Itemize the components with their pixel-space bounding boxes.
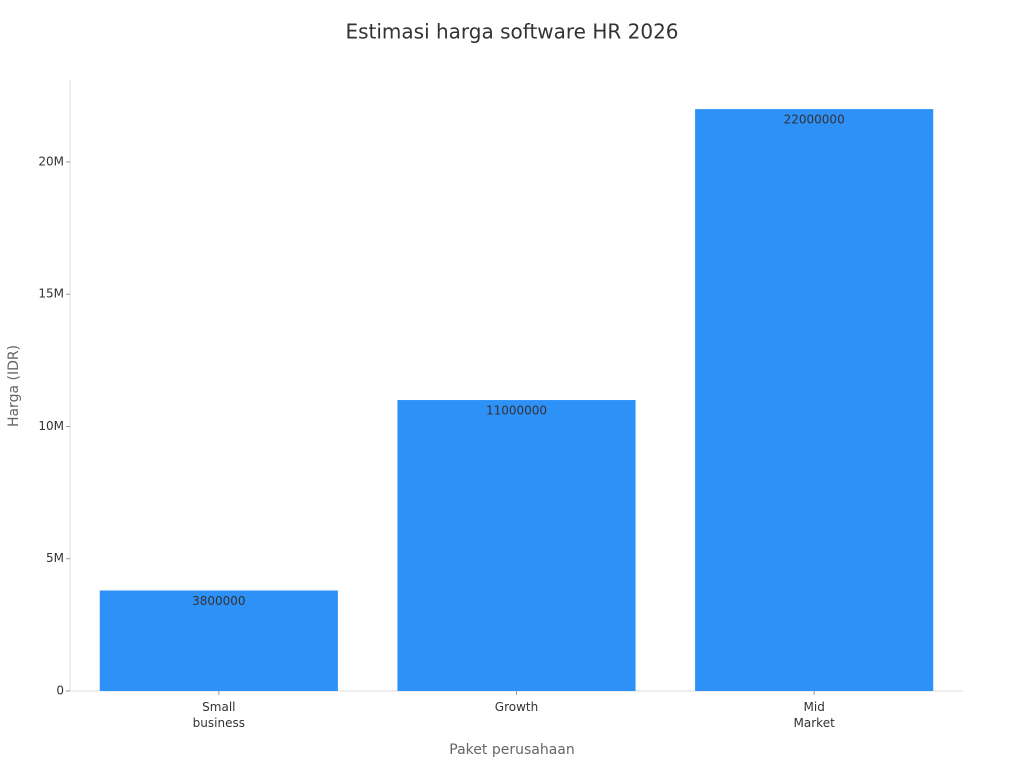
y-tick-label: 10M <box>38 419 64 433</box>
bar <box>99 590 338 691</box>
x-tick-label: Mid Market <box>793 700 835 730</box>
x-tick-label: Small business <box>192 700 245 730</box>
bar <box>695 109 934 692</box>
x-axis-title: Paket perusahaan <box>449 742 574 758</box>
chart-title: Estimasi harga software HR 2026 <box>345 20 678 44</box>
y-axis-title: Harga (IDR) <box>6 345 22 427</box>
value-label: 11000000 <box>486 404 547 418</box>
value-label: 3800000 <box>192 594 245 608</box>
y-tick-label: 15M <box>38 287 64 301</box>
y-tick-label: 5M <box>46 551 64 565</box>
y-tick-label: 0 <box>56 684 64 698</box>
bar <box>397 400 636 691</box>
value-label: 22000000 <box>784 113 845 127</box>
x-tick-label: Growth <box>494 700 539 714</box>
y-tick-label: 20M <box>38 154 64 168</box>
